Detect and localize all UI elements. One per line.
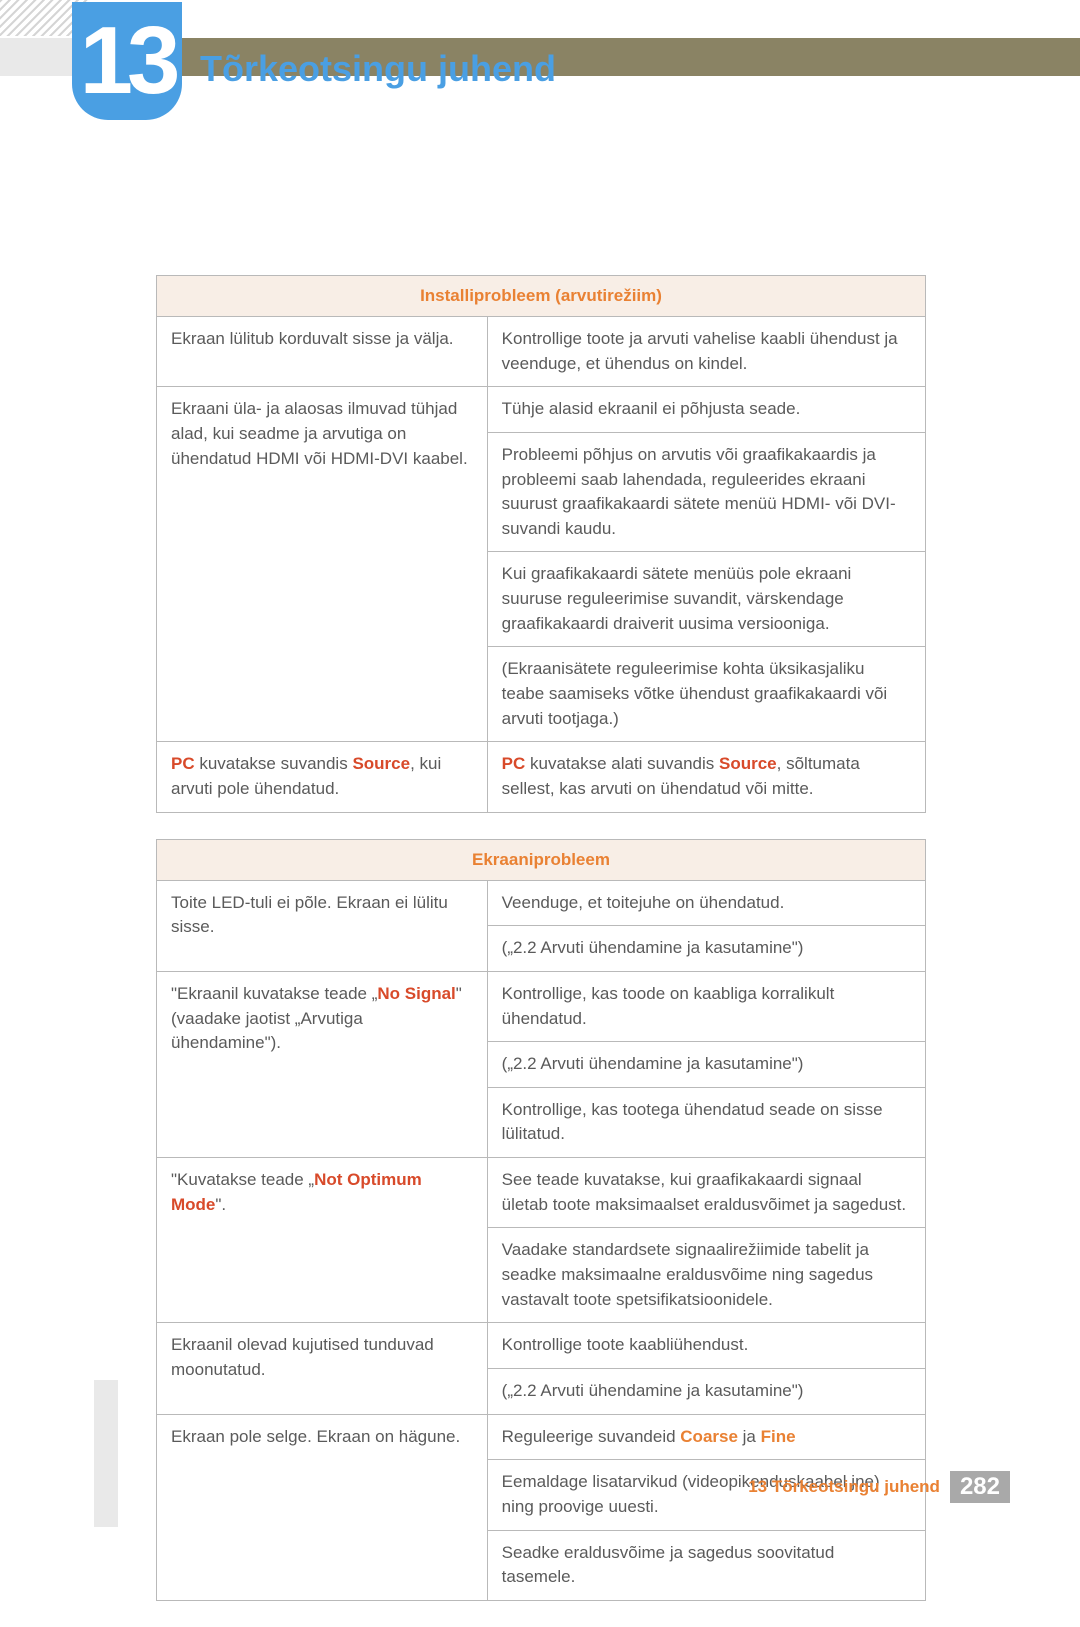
table-row: "Ekraanil kuvatakse teade „No Signal" (v… bbox=[157, 971, 926, 1041]
table-row: PC kuvatakse suvandis Source, kui arvuti… bbox=[157, 742, 926, 812]
table-row: Ekraani üla- ja alaosas ilmuvad tühjad a… bbox=[157, 387, 926, 433]
chapter-badge: 13 bbox=[72, 2, 182, 120]
table-cell-solution: Seadke eraldusvõime ja sagedus soovitatu… bbox=[487, 1530, 925, 1600]
table-cell-problem: "Ekraanil kuvatakse teade „No Signal" (v… bbox=[157, 971, 488, 1157]
table-cell-solution: Kontrollige toote kaabliühendust. bbox=[487, 1323, 925, 1369]
table-cell-problem: Ekraan pole selge. Ekraan on hägune. bbox=[157, 1414, 488, 1600]
table-cell-solution: Tühje alasid ekraanil ei põhjusta seade. bbox=[487, 387, 925, 433]
table-cell-solution: Kontrollige, kas toode on kaabliga korra… bbox=[487, 971, 925, 1041]
table-cell-solution: See teade kuvatakse, kui graafikakaardi … bbox=[487, 1158, 925, 1228]
table-cell-solution: („2.2 Arvuti ühendamine ja kasutamine") bbox=[487, 1368, 925, 1414]
footer-text: 13 Tõrkeotsingu juhend bbox=[748, 1477, 940, 1497]
table-row: Toite LED-tuli ei põle. Ekraan ei lülitu… bbox=[157, 880, 926, 926]
table-cell-problem: Ekraanil olevad kujutised tunduvad moonu… bbox=[157, 1323, 488, 1414]
table-header: Installiprobleem (arvutirežiim) bbox=[157, 276, 926, 317]
footer-page-number: 282 bbox=[950, 1471, 1010, 1503]
troubleshooting-table: Installiprobleem (arvutirežiim)Ekraan lü… bbox=[156, 275, 926, 813]
page-title: Tõrkeotsingu juhend bbox=[200, 48, 556, 90]
table-cell-problem: Toite LED-tuli ei põle. Ekraan ei lülitu… bbox=[157, 880, 488, 971]
footer: 13 Tõrkeotsingu juhend 282 bbox=[748, 1471, 1010, 1503]
table-row: Ekraan pole selge. Ekraan on hägune.Regu… bbox=[157, 1414, 926, 1460]
side-stripe bbox=[94, 1380, 118, 1527]
table-cell-problem: Ekraani üla- ja alaosas ilmuvad tühjad a… bbox=[157, 387, 488, 742]
table-cell-solution: Kontrollige toote ja arvuti vahelise kaa… bbox=[487, 317, 925, 387]
table-cell-solution: PC kuvatakse alati suvandis Source, sõlt… bbox=[487, 742, 925, 812]
table-cell-solution: Veenduge, et toitejuhe on ühendatud. bbox=[487, 880, 925, 926]
chapter-number: 13 bbox=[80, 13, 175, 109]
table-row: Ekraanil olevad kujutised tunduvad moonu… bbox=[157, 1323, 926, 1369]
table-cell-solution: Kui graafikakaardi sätete menüüs pole ek… bbox=[487, 552, 925, 647]
table-cell-solution: Probleemi põhjus on arvutis või graafika… bbox=[487, 432, 925, 552]
table-cell-solution: („2.2 Arvuti ühendamine ja kasutamine") bbox=[487, 926, 925, 972]
table-cell-solution: („2.2 Arvuti ühendamine ja kasutamine") bbox=[487, 1042, 925, 1088]
table-cell-problem: PC kuvatakse suvandis Source, kui arvuti… bbox=[157, 742, 488, 812]
table-cell-solution: Kontrollige, kas tootega ühendatud seade… bbox=[487, 1087, 925, 1157]
table-cell-solution: Reguleerige suvandeid Coarse ja Fine bbox=[487, 1414, 925, 1460]
table-cell-solution: (Ekraanisätete reguleerimise kohta üksik… bbox=[487, 647, 925, 742]
table-cell-problem: "Kuvatakse teade „Not Optimum Mode". bbox=[157, 1158, 488, 1323]
table-cell-problem: Ekraan lülitub korduvalt sisse ja välja. bbox=[157, 317, 488, 387]
table-row: Ekraan lülitub korduvalt sisse ja välja.… bbox=[157, 317, 926, 387]
table-row: "Kuvatakse teade „Not Optimum Mode".See … bbox=[157, 1158, 926, 1228]
table-cell-solution: Vaadake standardsete signaalirežiimide t… bbox=[487, 1228, 925, 1323]
content-area: Installiprobleem (arvutirežiim)Ekraan lü… bbox=[156, 275, 926, 1627]
table-header: Ekraaniprobleem bbox=[157, 839, 926, 880]
